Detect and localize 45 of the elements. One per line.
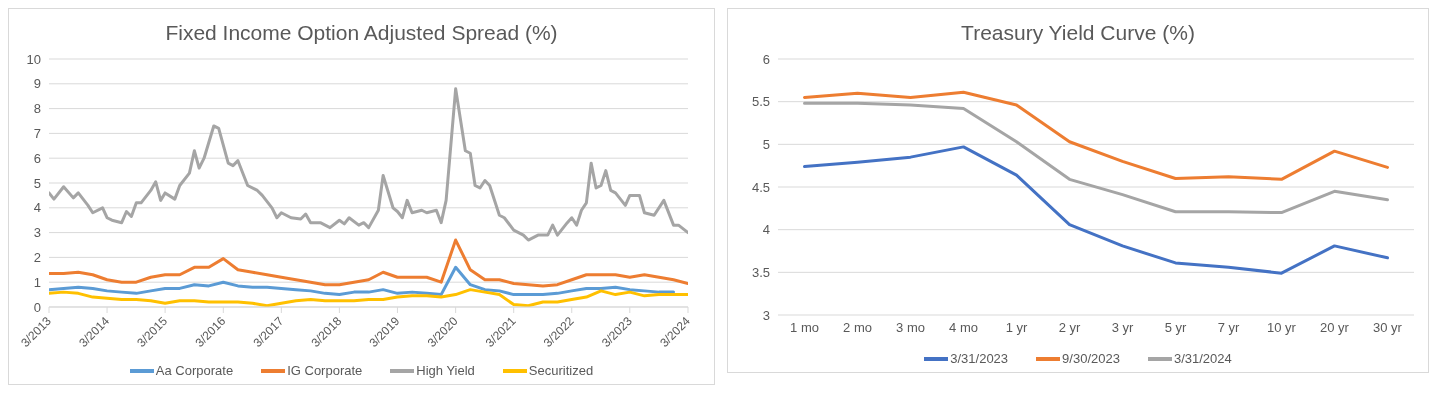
x-tick-label: 2 mo: [843, 320, 872, 336]
y-tick-label: 5: [762, 136, 770, 152]
y-tick-label: 3: [762, 307, 770, 323]
legend-label: Aa Corporate: [155, 363, 234, 378]
legend-label: 3/31/2024: [1173, 351, 1232, 366]
y-tick-label: 4.5: [751, 179, 770, 195]
y-tick-label: 3.5: [751, 264, 770, 280]
x-tick-label: 20 yr: [1320, 320, 1350, 336]
chart-title: Treasury Yield Curve (%): [960, 20, 1196, 46]
y-tick-label: 6: [762, 51, 770, 67]
x-tick-label: 4 mo: [949, 320, 978, 336]
y-tick-label: 7: [33, 126, 41, 142]
x-tick-label: 30 yr: [1373, 320, 1403, 336]
y-tick-label: 1: [33, 274, 41, 290]
y-tick-label: 2: [33, 250, 41, 266]
line-series: [49, 238, 688, 288]
x-tick-label: 10 yr: [1267, 320, 1297, 336]
chart-title: Fixed Income Option Adjusted Spread (%): [164, 20, 559, 46]
legend-label: 3/31/2023: [950, 351, 1009, 366]
x-tick-label: 5 yr: [1164, 320, 1188, 336]
x-tick-label: 3 yr: [1111, 320, 1135, 336]
y-tick-label: 5: [33, 175, 41, 191]
legend-label: Securitized: [528, 363, 594, 378]
y-tick-label: 4: [762, 222, 770, 238]
x-tick-label: 1 mo: [790, 320, 819, 336]
x-tick-label: 1 yr: [1005, 320, 1029, 336]
y-tick-label: 3: [33, 225, 41, 241]
y-tick-label: 6: [33, 150, 41, 166]
y-tick-label: 5.5: [751, 94, 770, 110]
y-tick-label: 4: [33, 200, 41, 216]
y-tick-label: 9: [33, 76, 41, 92]
x-tick-label: 7 yr: [1217, 320, 1241, 336]
line-series: [803, 145, 1389, 275]
legend-label: High Yield: [416, 363, 475, 378]
y-tick-label: 10: [26, 51, 41, 67]
legend-label: IG Corporate: [287, 363, 363, 378]
line-series: [803, 90, 1389, 181]
y-tick-label: 8: [33, 101, 41, 117]
line-series: [49, 265, 676, 297]
line-series: [803, 101, 1389, 215]
line-series: [49, 87, 688, 242]
x-tick-label: 2 yr: [1058, 320, 1082, 336]
y-tick-label: 0: [33, 299, 41, 315]
legend-label: 9/30/2023: [1062, 351, 1120, 366]
x-tick-label: 3 mo: [896, 320, 925, 336]
